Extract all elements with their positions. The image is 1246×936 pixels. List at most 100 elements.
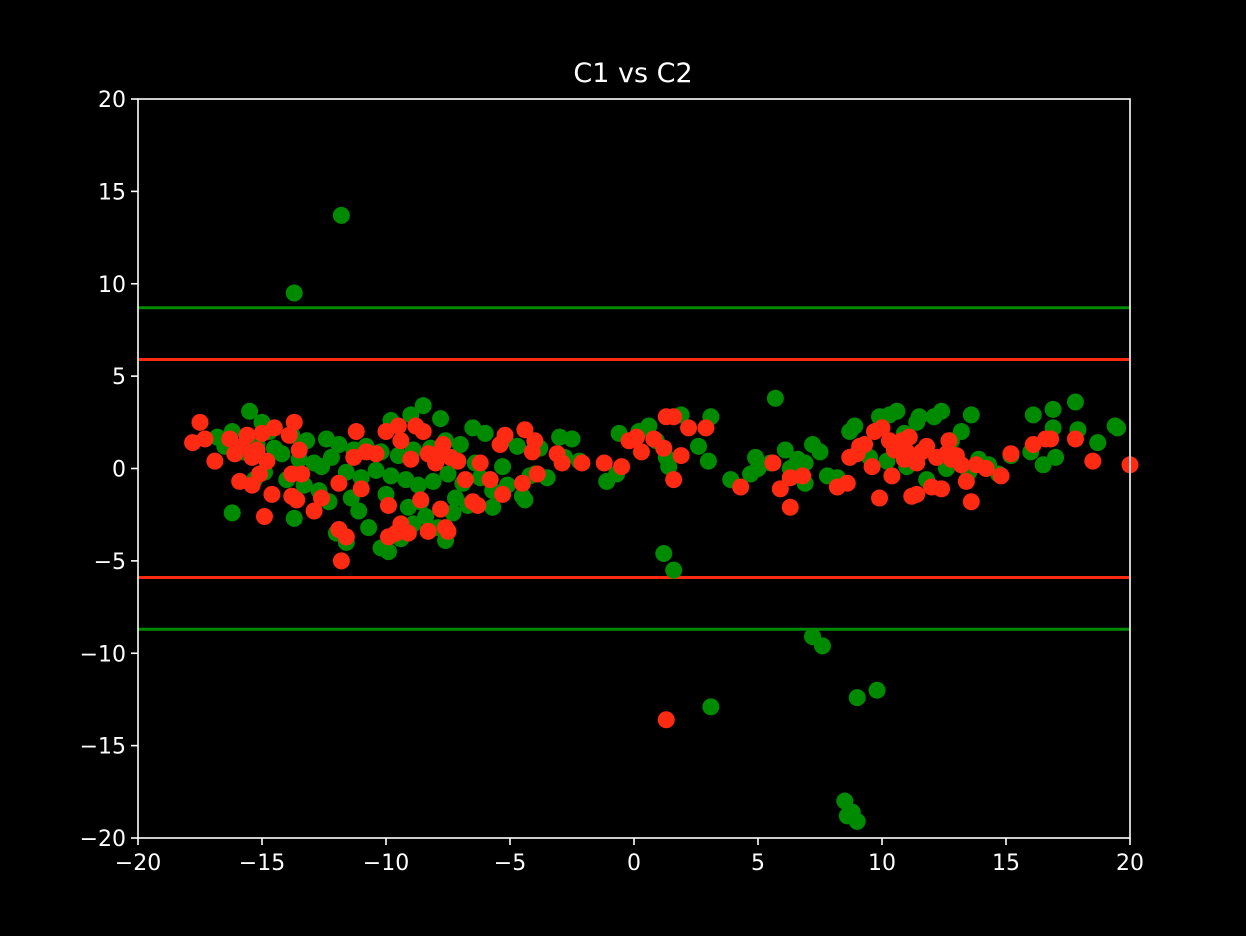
data-point-1-74	[595, 454, 613, 472]
data-point-0-133	[1044, 400, 1062, 418]
data-point-0-70	[265, 439, 283, 457]
data-point-1-9	[248, 441, 266, 459]
reference-lines	[138, 306, 1130, 631]
data-point-0-124	[962, 406, 980, 424]
data-point-0-123	[952, 423, 970, 441]
data-point-1-60	[469, 496, 487, 514]
data-point-0-43	[439, 465, 457, 483]
data-point-1-104	[883, 467, 901, 485]
data-point-1-120	[952, 456, 970, 474]
data-point-0-39	[382, 467, 400, 485]
data-point-0-60	[417, 508, 435, 526]
data-point-0-41	[409, 476, 427, 494]
data-point-1-124	[977, 460, 995, 477]
data-point-0-154	[749, 460, 767, 477]
data-point-1-130	[1066, 430, 1084, 448]
y-tick-label: −5	[94, 550, 126, 575]
x-axis: −20 −15 −10 −5 0 5 10 15 20	[115, 838, 1144, 876]
data-point-1-89	[764, 454, 782, 472]
x-tick-label: −15	[239, 851, 285, 876]
data-point-0-97	[665, 561, 683, 579]
data-point-1-25	[305, 502, 323, 520]
data-point-1-99	[863, 458, 881, 476]
data-point-0-111	[846, 417, 864, 435]
data-point-0-6	[432, 410, 450, 428]
data-point-0-38	[367, 461, 385, 479]
data-point-1-35	[367, 445, 385, 463]
data-point-1-115	[933, 480, 951, 498]
data-point-1-12	[265, 419, 283, 437]
data-point-1-72	[553, 454, 571, 472]
data-point-0-24	[451, 435, 469, 453]
data-point-1-54	[432, 500, 450, 518]
data-point-1-27	[330, 474, 348, 492]
data-point-0-26	[476, 424, 494, 442]
data-point-1-3	[206, 452, 224, 470]
data-point-1-65	[491, 435, 509, 453]
x-tick-label: 20	[1116, 851, 1144, 876]
data-point-1-13	[280, 426, 298, 444]
data-point-0-103	[776, 441, 794, 459]
data-point-1-20	[263, 485, 281, 503]
data-point-1-121	[957, 472, 975, 490]
data-point-1-83	[665, 471, 683, 489]
data-point-1-37	[379, 496, 397, 514]
y-tick-label: −15	[80, 735, 126, 760]
data-point-1-101	[871, 489, 889, 507]
data-point-1-110	[908, 485, 926, 503]
y-tick-label: 10	[98, 273, 126, 298]
data-point-1-15	[290, 441, 308, 459]
data-point-0-1	[285, 284, 303, 302]
data-point-1-11	[258, 452, 276, 470]
data-point-1-61	[471, 454, 489, 472]
data-point-1-87	[657, 711, 675, 729]
y-tick-label: 20	[98, 88, 126, 113]
data-point-0-4	[241, 402, 259, 420]
data-point-1-90	[771, 480, 789, 498]
chart-title: C1 vs C2	[573, 58, 692, 89]
data-point-0-89	[660, 458, 678, 476]
x-tick-label: 5	[751, 851, 765, 876]
data-point-0-77	[399, 498, 417, 516]
data-point-1-43	[389, 417, 407, 435]
data-point-0-3	[1066, 393, 1084, 411]
data-point-1-52	[434, 435, 452, 453]
data-point-0-16	[330, 435, 348, 453]
data-point-1-93	[794, 467, 812, 485]
data-point-0-138	[1109, 419, 1127, 437]
data-point-1-57	[449, 452, 467, 470]
data-point-0-116	[888, 402, 906, 420]
data-points	[184, 206, 1139, 830]
x-tick-label: 15	[992, 851, 1020, 876]
data-point-1-42	[402, 450, 420, 468]
data-point-0-63	[446, 489, 464, 507]
data-point-0-57	[379, 543, 397, 561]
y-tick-label: −20	[80, 827, 126, 852]
data-point-0-146	[868, 681, 886, 699]
data-point-0-144	[848, 812, 866, 830]
y-tick-label: 15	[98, 180, 126, 205]
data-point-1-85	[680, 419, 698, 437]
data-point-0-131	[1034, 456, 1052, 474]
data-point-1-95	[838, 474, 856, 492]
data-point-0-119	[910, 408, 928, 426]
data-point-0-96	[655, 544, 673, 562]
data-point-1-62	[481, 471, 499, 489]
data-point-0-98	[702, 698, 720, 716]
data-point-1-125	[992, 467, 1010, 485]
data-point-1-24	[283, 487, 301, 505]
data-point-1-22	[293, 465, 311, 483]
data-point-1-73	[573, 454, 591, 472]
data-point-1-126	[1002, 445, 1020, 463]
data-point-1-32	[347, 423, 365, 441]
data-point-0-0	[332, 206, 350, 224]
data-point-0-107	[811, 443, 829, 461]
data-point-1-67	[513, 474, 531, 492]
data-point-1-46	[414, 423, 432, 441]
x-tick-label: −5	[494, 851, 526, 876]
data-point-1-63	[494, 485, 512, 503]
data-point-0-92	[699, 452, 717, 470]
data-point-1-70	[528, 465, 546, 483]
data-point-0-157	[313, 458, 331, 476]
series-1	[184, 408, 1139, 729]
